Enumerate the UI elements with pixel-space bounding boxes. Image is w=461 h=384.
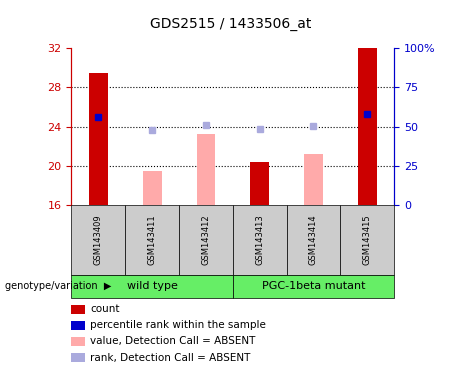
Text: value, Detection Call = ABSENT: value, Detection Call = ABSENT [90, 336, 255, 346]
Bar [250, 162, 269, 205]
Text: percentile rank within the sample: percentile rank within the sample [90, 320, 266, 330]
Text: wild type: wild type [127, 281, 177, 291]
Text: GSM143412: GSM143412 [201, 215, 210, 265]
Text: rank, Detection Call = ABSENT: rank, Detection Call = ABSENT [90, 353, 250, 362]
Text: GSM143409: GSM143409 [94, 215, 103, 265]
Text: GSM143415: GSM143415 [363, 215, 372, 265]
Text: count: count [90, 304, 119, 314]
Text: PGC-1beta mutant: PGC-1beta mutant [262, 281, 365, 291]
Bar [89, 73, 108, 205]
Text: GSM143414: GSM143414 [309, 215, 318, 265]
Bar [358, 48, 377, 205]
Text: genotype/variation  ▶: genotype/variation ▶ [5, 281, 111, 291]
Text: GSM143413: GSM143413 [255, 215, 264, 265]
Bar [143, 171, 161, 205]
Bar [196, 134, 215, 205]
Text: GSM143411: GSM143411 [148, 215, 157, 265]
Text: GDS2515 / 1433506_at: GDS2515 / 1433506_at [150, 17, 311, 31]
Bar [304, 154, 323, 205]
